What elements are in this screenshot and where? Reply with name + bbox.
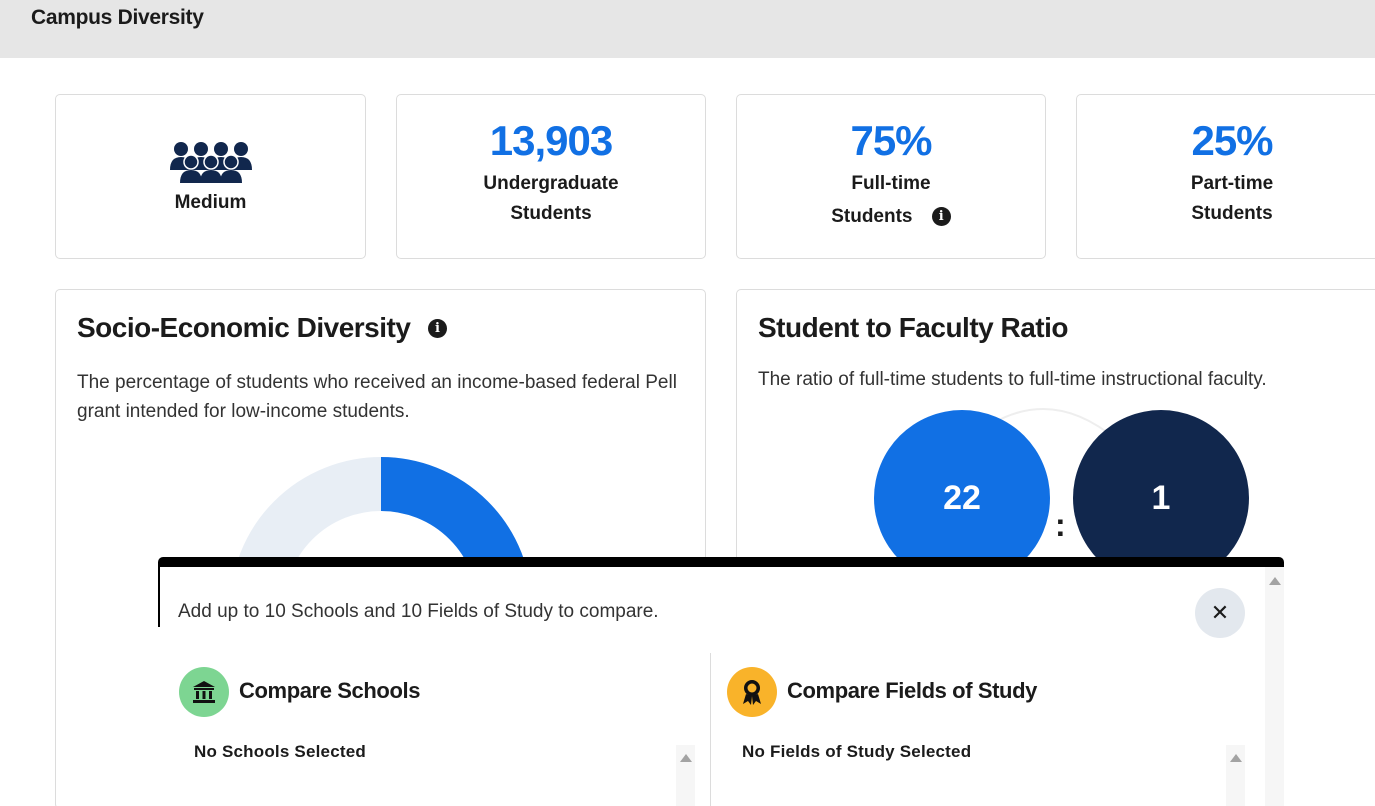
undergrad-label-line1: Undergraduate [483,173,619,194]
compare-fields-section: Compare Fields of Study No Fields of Stu… [727,653,1247,806]
compare-fields-badge [727,667,777,717]
part-time-label-line2: Students [1191,203,1273,224]
drawer-scrollbar[interactable] [1265,567,1284,806]
part-time-label-line1: Part-time [1190,173,1274,194]
no-fields-selected: No Fields of Study Selected [742,742,972,761]
undergrad-label-line2: Students [510,203,592,224]
faculty-ratio-description: The ratio of full-time students to full-… [758,369,1267,390]
info-icon[interactable]: i [931,207,951,227]
socio-economic-description: The percentage of students who received … [77,372,677,422]
part-time-percent: 25% [1191,117,1273,164]
section-divider [710,653,711,806]
faculty-value: 1 [1151,479,1171,517]
drawer-top-border [158,557,1284,567]
fields-scrollbar[interactable] [1226,745,1245,806]
students-circle: 22 [874,410,1050,586]
close-icon: ✕ [1210,600,1230,625]
faculty-circle: 1 [1073,410,1249,586]
undergrad-count: 13,903 [489,117,613,164]
award-ribbon-icon [743,680,761,705]
ratio-separator: : [1055,507,1066,543]
size-card: Medium [55,94,366,259]
bank-icon [193,681,215,703]
people-group-icon [170,142,252,183]
full-time-card: 75% Full-time Students i [736,94,1046,259]
compare-instructions: Add up to 10 Schools and 10 Fields of St… [178,601,659,622]
scroll-up-arrow-icon[interactable] [1230,754,1242,762]
undergrad-card: 13,903 Undergraduate Students [396,94,706,259]
section-title: Campus Diversity [31,6,204,29]
full-time-label-line2: Students [831,206,913,227]
compare-schools-section: Compare Schools No Schools Selected [179,653,699,806]
info-icon[interactable]: i [427,319,447,339]
scroll-up-arrow-icon[interactable] [1269,577,1281,585]
size-label: Medium [174,192,247,213]
full-time-label-line2-row: Students i [737,206,1045,228]
section-header: Campus Diversity [0,0,1375,58]
close-button[interactable]: ✕ [1195,588,1245,638]
ratio-arc-decoration [968,408,1118,441]
full-time-percent: 75% [850,117,932,164]
schools-scrollbar[interactable] [676,745,695,806]
compare-schools-badge [179,667,229,717]
drawer-left-border [158,567,160,627]
part-time-card: 25% Part-time Students [1076,94,1375,259]
full-time-label-line1: Full-time [851,173,931,194]
socio-economic-title: Socio-Economic Diversity i [77,312,447,344]
socio-economic-title-text: Socio-Economic Diversity [77,312,411,343]
students-value: 22 [943,479,981,517]
scroll-up-arrow-icon[interactable] [680,754,692,762]
compare-fields-title: Compare Fields of Study [787,678,1037,703]
compare-drawer: Add up to 10 Schools and 10 Fields of St… [158,557,1284,806]
compare-schools-title: Compare Schools [239,678,421,703]
no-schools-selected: No Schools Selected [194,742,366,761]
faculty-ratio-title: Student to Faculty Ratio [758,312,1069,343]
